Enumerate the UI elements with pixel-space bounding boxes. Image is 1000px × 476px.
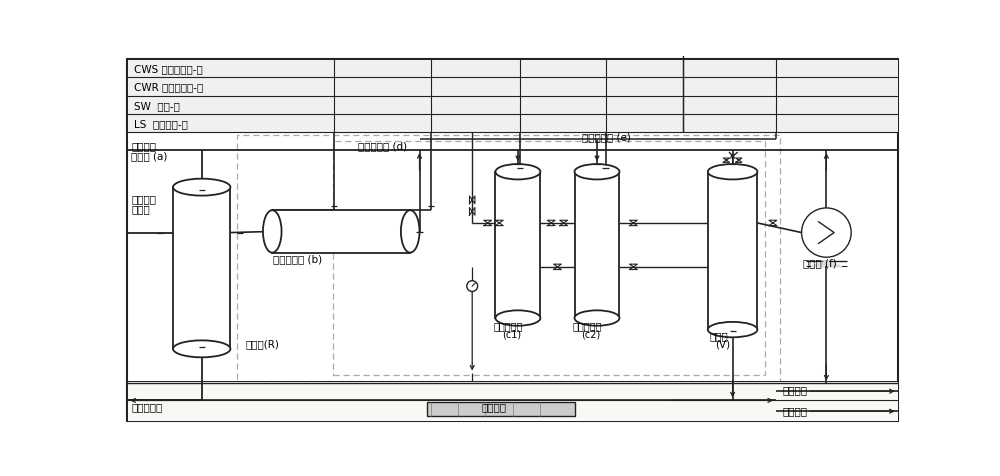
Bar [173, 188, 230, 349]
Circle shape [467, 281, 478, 292]
Text: 精馏塔顶: 精馏塔顶 [131, 140, 156, 150]
Bar [708, 172, 757, 330]
Circle shape [802, 208, 851, 258]
Ellipse shape [574, 311, 619, 326]
Text: LS  低压蒸汽-进: LS 低压蒸汽-进 [134, 119, 188, 129]
Bar [427, 402, 574, 416]
Bar [127, 78, 898, 96]
Text: (c1): (c1) [502, 329, 521, 339]
Ellipse shape [263, 211, 282, 253]
Text: 不凝气 (a): 不凝气 (a) [131, 150, 168, 160]
Text: 二级不凝气 (e): 二级不凝气 (e) [582, 132, 631, 142]
Ellipse shape [173, 179, 230, 196]
Text: 来自塔顶: 来自塔顶 [131, 194, 156, 204]
Bar [495, 172, 540, 318]
Ellipse shape [495, 165, 540, 180]
Text: 去塔顶回流: 去塔顶回流 [131, 401, 162, 411]
Text: 二级尾冷器: 二级尾冷器 [573, 320, 602, 330]
Ellipse shape [708, 322, 757, 337]
Ellipse shape [173, 341, 230, 357]
Ellipse shape [495, 311, 540, 326]
Text: 真空泵 (f): 真空泵 (f) [803, 258, 837, 267]
Text: (c2): (c2) [581, 329, 600, 339]
Text: 二级尾冷器: 二级尾冷器 [494, 320, 523, 330]
Text: 缓冲罐: 缓冲罐 [709, 330, 728, 340]
Bar [127, 96, 898, 115]
Text: CWS 循环冷却水-进: CWS 循环冷却水-进 [134, 64, 203, 74]
Text: SW  热水-进: SW 热水-进 [134, 100, 180, 110]
Bar [574, 172, 619, 318]
Bar [127, 115, 898, 133]
Bar [237, 136, 780, 381]
Text: 回流罐(R): 回流罐(R) [245, 338, 279, 348]
Text: 一级不凝气 (d): 一级不凝气 (d) [358, 140, 407, 150]
Text: 回收产品: 回收产品 [782, 385, 807, 395]
Text: (V): (V) [716, 339, 731, 349]
Bar [127, 381, 898, 421]
Bar [127, 60, 898, 78]
Text: 热水伴管: 热水伴管 [482, 401, 507, 411]
Text: 塔顶产品: 塔顶产品 [782, 406, 807, 416]
Bar [333, 142, 765, 375]
Text: 冷凝器: 冷凝器 [131, 204, 150, 213]
Bar [272, 211, 410, 253]
Ellipse shape [574, 165, 619, 180]
Text: CWR 循环冷却水-回: CWR 循环冷却水-回 [134, 82, 204, 92]
Polygon shape [811, 261, 842, 267]
Text: 一级尾冷器 (b): 一级尾冷器 (b) [273, 253, 322, 263]
Ellipse shape [708, 165, 757, 180]
Ellipse shape [401, 211, 420, 253]
